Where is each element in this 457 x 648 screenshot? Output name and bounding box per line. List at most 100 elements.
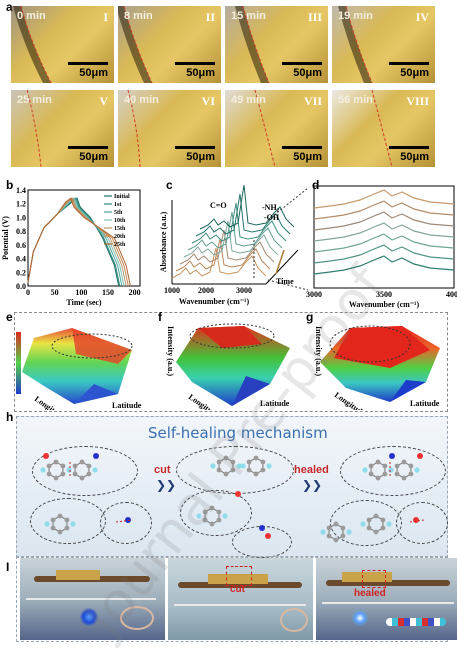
micrograph-tile: 0 min I 50μm [11,6,114,83]
depth-axis-line [265,249,299,285]
micrograph-time: 19 min [338,10,373,22]
y-tick-label: 1.4 [16,186,26,195]
carbon-atom [46,463,52,469]
ftir-zoom-spectrum [313,255,455,275]
carbon-atom [375,475,381,481]
micrograph-time: 40 min [124,94,159,106]
surface-plot-f: Intensity (a.u.) Longitude Latitude [166,323,290,410]
carbon-atom [86,463,92,469]
carbon-atom [50,517,56,523]
carbon-atom [333,537,339,543]
x-tick-label: 50 [51,288,59,297]
carbon-atom [368,471,374,477]
micrograph-index: VII [303,94,322,108]
micrograph-index: V [99,94,108,108]
crack-line [371,90,393,167]
micrograph-time: 56 min [338,94,373,106]
molecule-cluster-center-bottom [180,490,252,536]
ftir-spectrum [179,229,275,265]
y-tick-label: 1.2 [16,200,26,209]
scale-bar [175,62,215,65]
scale-bar [175,146,215,149]
carbon-atom [53,475,59,481]
molecule-drawing [40,453,425,543]
carbon-atom [223,455,229,461]
ftir-zoom-chart: 3000 3500 4000 Wavenumber (cm⁻¹) [306,185,457,309]
carbon-atom [373,513,379,519]
micrograph-time: 15 min [231,10,266,22]
x-tick-label: 2000 [198,286,214,295]
hydrogen-atom [70,521,76,527]
zoom-line-top [267,187,308,221]
crack-line [118,6,153,83]
scale-label: 50μm [400,67,429,79]
carbon-atom [246,467,252,473]
carbon-atom [408,463,414,469]
hydrogen-atom [362,467,368,473]
carbon-atom [64,517,70,523]
photo-cut-circuit: cut [168,558,313,640]
carbon-atom [394,463,400,469]
carbon-atom [380,517,386,523]
x-tick-label: 3000 [306,290,322,299]
ftir-spectrum [183,220,279,258]
annotation-co: C=O [210,201,227,210]
ftir-spectrum [199,184,295,230]
cd-curve [27,197,131,287]
hydrogen-atom [44,521,50,527]
y-tick-label: 0.2 [16,268,26,277]
ftir-zoom-spectrum [313,211,455,231]
carbon-atom [326,533,332,539]
carbon-atom [382,463,388,469]
carbon-atom [394,471,400,477]
molecule-cluster-left-bottom-right [100,502,152,544]
ftir-zoom-spectrum [313,189,455,209]
micrograph-index: I [103,10,108,24]
led-glow-healed-icon [352,610,368,626]
carbon-atom [333,521,339,527]
benzene-ring [368,515,384,533]
scale-bar [389,146,429,149]
y-axis-label: Absorbance (a.u.) [159,211,168,272]
cd-curve [27,197,127,287]
scale-label: 50μm [79,151,108,163]
heteroatom [417,453,423,459]
hydrogen-atom [320,529,326,535]
panel-label-i: I [6,560,10,574]
y-axis-label: Potential (V) [1,216,10,260]
hydrogen-atom [388,467,394,473]
hydrogen-atom [222,513,228,519]
annotation-nh2: -NH₂ [262,203,280,212]
heteroatom [43,453,49,459]
scale-label: 50μm [79,67,108,79]
micrograph-time: 49 min [231,94,266,106]
surface-panel-box [14,312,448,412]
ftir-zoom-spectrum [313,222,455,242]
carbon-atom [79,475,85,481]
surface-f-latitude-label: Latitude [260,399,290,408]
micrograph-tile: 15 min III 50μm [225,6,328,83]
x-tick-label: 1000 [164,286,180,295]
plot-frame [27,189,141,287]
x-axis-label: Time (sec) [66,298,102,307]
legend-entry: 10th [114,218,126,224]
healed-arrow-icon: ❯❯ [302,478,323,492]
y-tick-label: 0.6 [16,241,26,250]
carbon-atom [57,513,63,519]
carbon-atom [216,467,222,473]
led-glow-icon [80,608,98,626]
surface-plot-g: Intensity (a.u.) Longitude Latitude [314,325,440,410]
carbon-atom [50,525,56,531]
benzene-ring [52,515,68,533]
time-arrow [275,249,285,275]
micrograph-tile: 56 min VIII 50μm [332,90,435,167]
hydrogen-atom [92,467,98,473]
benzene-ring [328,523,344,541]
scale-label: 50μm [400,151,429,163]
hydrogen-atom [236,463,242,469]
carbon-atom [340,525,346,531]
x-tick-label: 4000 [446,290,457,299]
carbon-atom [202,517,208,523]
crack-line [235,6,270,83]
micrograph-tile: 19 min IV 50μm [332,6,435,83]
